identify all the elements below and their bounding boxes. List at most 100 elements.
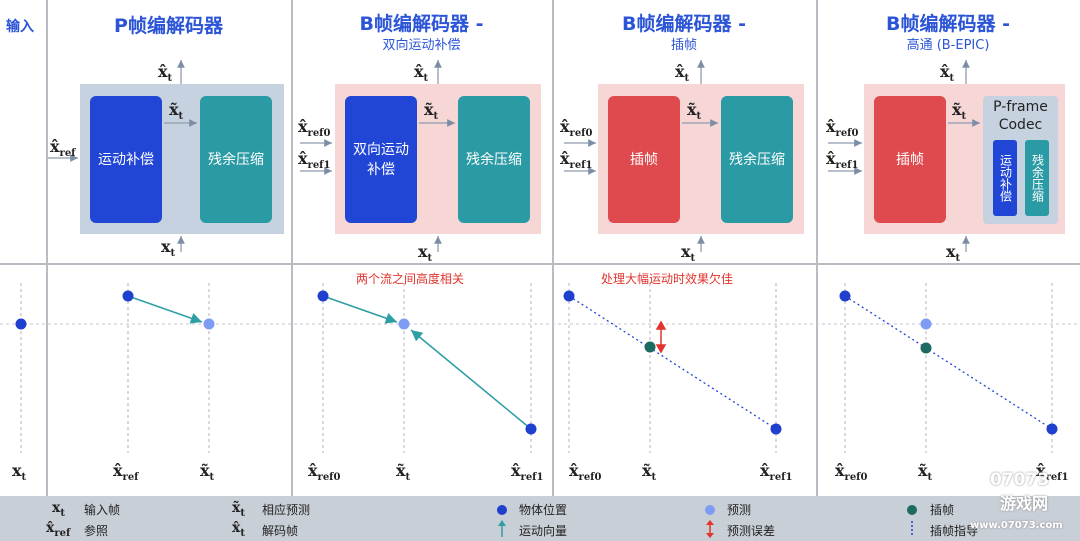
c3-ref1-point [770,423,782,435]
axis-c1-xtilde-t: x̃t [200,461,215,484]
axis-c4-xhat-ref1: x̂ref1 [1036,461,1069,484]
b2-x-t-label: xt [418,242,433,265]
c3-interp-guide [568,295,777,430]
bidir-mc-line1: 双向运动 [353,141,409,158]
legend-motion-vector-icon [498,520,506,537]
legend-prediction: 预测 [727,503,752,517]
legend-prediction-icon [705,505,715,515]
axis-c1-xhat-ref: x̂ref [113,461,139,484]
axis-c4-xtilde-t: x̃t [918,461,933,484]
res-vertical-text: 残余压缩 [1030,154,1045,202]
c2-motion-vector-bwd [410,329,532,430]
c1-motion-vector [127,295,203,324]
axis-c3-xhat-ref0: x̂ref0 [569,461,602,484]
b2-xhat-ref0-label: x̂ref0 [298,117,331,140]
b3-xhat-ref0-label: x̂ref0 [560,117,593,140]
legend-interp-guide: 插帧指导 [930,524,979,538]
watermark-site-cn: 游戏网 [1000,494,1049,513]
col4-subtitle: 高通 (B-EPIC) [906,38,990,53]
pframe-label-2: Codec [998,117,1043,133]
c4-ref0-point [839,290,851,302]
b3-xhat-t-label: x̂t [675,62,690,85]
bidir-mc-line2: 补偿 [367,161,395,178]
col3-subtitle: 插帧 [670,38,697,53]
b2-xhat-ref1-label: x̂ref1 [298,149,331,172]
b4-xhat-t-label: x̂t [940,62,955,85]
divider-input [46,0,48,496]
divider-horizontal [0,263,1080,265]
input-label: 输入 [6,19,34,35]
codec-arrows-svg [48,60,980,252]
p-residual-block: 残余压缩 [200,96,272,223]
b3-xtilde-t-label: x̃t [687,100,702,123]
legend-xhat-symbol: x̂t [232,520,245,539]
legend-motion-vector: 运动向量 [519,524,568,538]
divider-3 [816,0,818,496]
legend-interp: 插帧 [930,503,955,517]
legend-interp-icon [907,505,917,515]
p-x-t-label: xt [161,237,176,260]
divider-1 [291,0,293,496]
motion-diagrams-svg [0,283,1080,453]
legend-xtilde-symbol: x̃t [232,500,245,519]
legend-input-frame: 输入帧 [84,503,121,517]
mc-vertical-text: 运动补偿 [998,154,1013,202]
legend-xt-symbol: xt [52,500,65,519]
b3-x-t-label: xt [681,242,696,265]
b-epic-mc-vertical: 运动补偿 [993,140,1017,216]
pframe-label-1: P-frame [993,99,1048,115]
b4-xhat-ref1-label: x̂ref1 [826,149,859,172]
axis-c2-xhat-ref0: x̂ref0 [308,461,341,484]
c4-pred-point [920,318,932,330]
watermark-url: www.07073.com [970,520,1063,531]
c3-interp-point [644,341,656,353]
c1-pred-point [203,318,215,330]
b4-x-t-label: xt [946,242,961,265]
divider-2 [552,0,554,496]
col2-annotation: 两个流之间高度相关 [356,272,465,286]
col4-title: B帧编解码器 - [886,13,1010,35]
legend-interp-guide-icon [911,521,913,537]
axis-input-xt: xt [12,461,27,484]
c2-motion-vector-fwd [322,295,398,324]
b-bidir-residual-block: 残余压缩 [458,96,530,223]
c4-interp-guide [844,295,1053,430]
c3-pred-error-marker [655,320,667,354]
b-interp-residual-block: 残余压缩 [721,96,793,223]
p-motion-comp-block: 运动补偿 [90,96,162,223]
legend-object-pos-icon [497,505,507,515]
col3-annotation: 处理大幅运动时效果欠佳 [601,272,734,286]
b4-xtilde-t-label: x̃t [952,100,967,123]
c4-interp-point [920,342,932,354]
b-bidir-mc-block: 双向运动 补偿 [345,96,417,223]
col3-title: B帧编解码器 - [622,13,746,35]
b-epic-interp-block: 插帧 [874,96,946,223]
legend-prediction-corr: 相应预测 [262,503,311,517]
axis-c4-xhat-ref0: x̂ref0 [835,461,868,484]
legend-decoded-frame: 解码帧 [262,524,299,538]
b-epic-res-vertical: 残余压缩 [1025,140,1049,216]
col2-subtitle: 双向运动补偿 [382,38,461,53]
c2-pred-point [398,318,410,330]
legend-pred-error-icon [706,520,714,538]
p-xhat-ref-label: x̂ref [50,137,76,160]
b-interp-block: 插帧 [608,96,680,223]
b3-xhat-ref1-label: x̂ref1 [560,149,593,172]
b2-xhat-t-label: x̂t [414,62,429,85]
b4-xhat-ref0-label: x̂ref0 [826,117,859,140]
p-xtilde-t-label: x̃t [169,100,184,123]
legend-xref-symbol: x̂ref [46,520,71,539]
legend-reference: 参照 [84,524,109,538]
axis-c2-xhat-ref1: x̂ref1 [511,461,544,484]
legend-pred-error: 预测误差 [727,524,776,538]
c3-ref0-point [563,290,575,302]
legend-object-pos: 物体位置 [519,503,568,517]
c2-ref0-point [317,290,329,302]
col1-title: P帧编解码器 [114,15,223,37]
c1-ref-point [122,290,134,302]
b2-xtilde-t-label: x̃t [424,100,439,123]
c2-ref1-point [525,423,537,435]
axis-c2-xtilde-t: x̃t [396,461,411,484]
axis-c3-xhat-ref1: x̂ref1 [760,461,793,484]
axis-c3-xtilde-t: x̃t [642,461,657,484]
